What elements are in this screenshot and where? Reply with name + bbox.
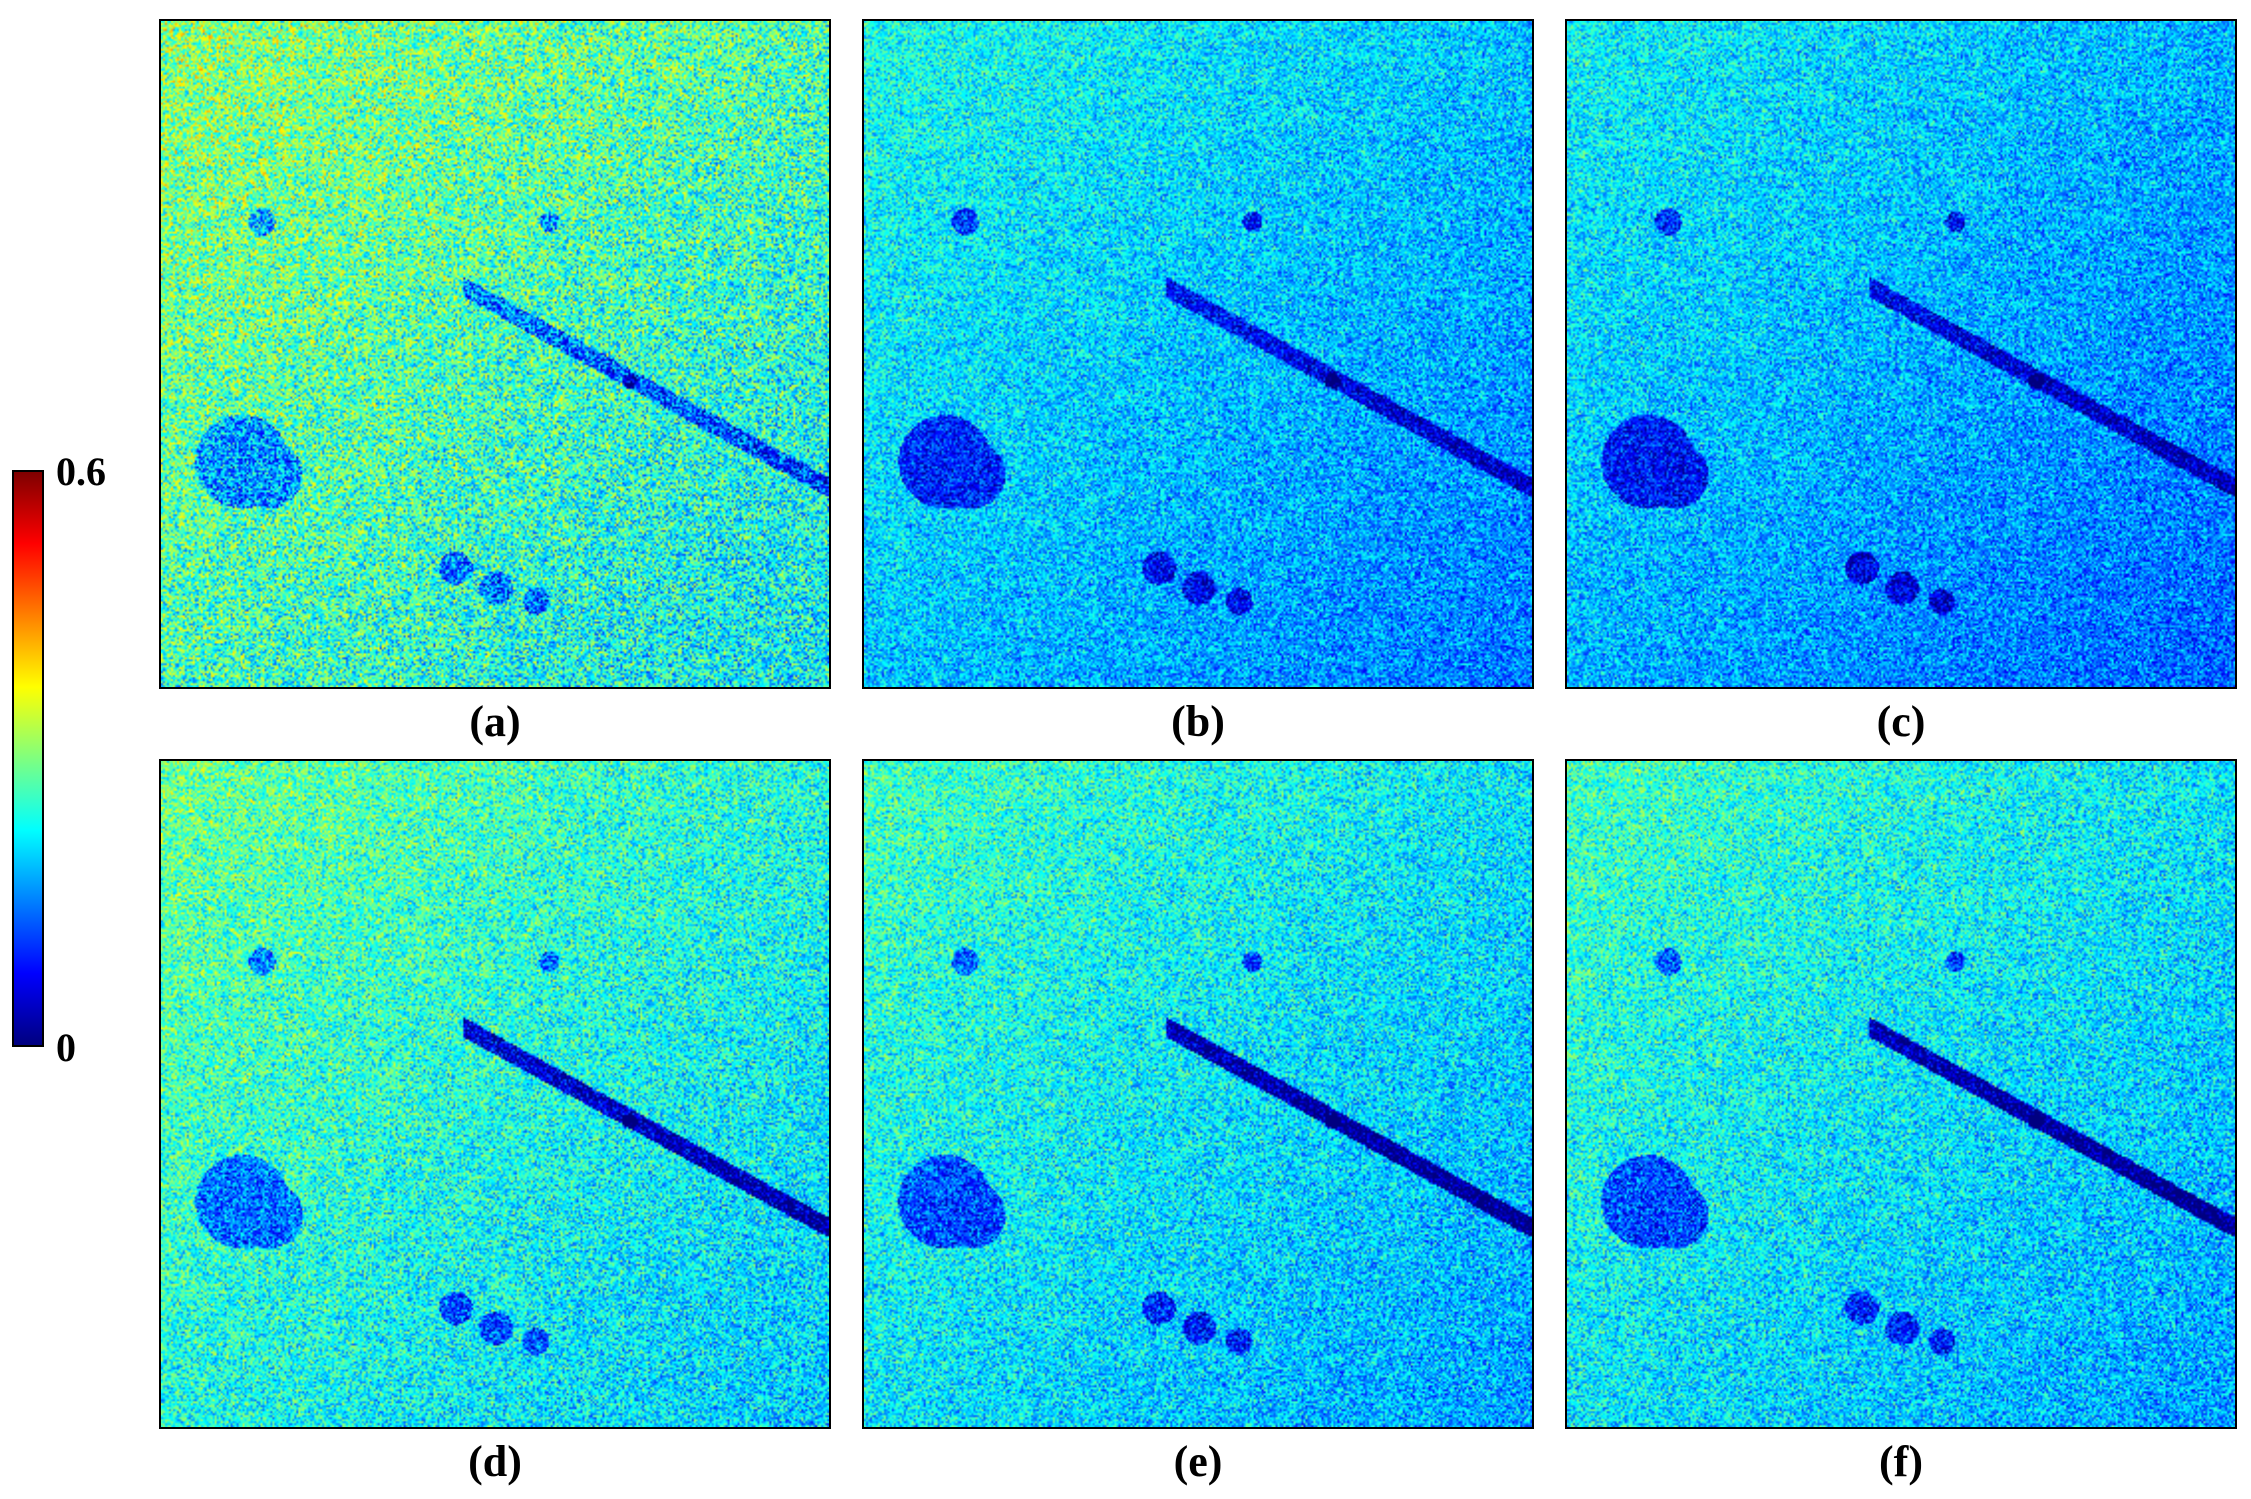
panel-b-image (862, 19, 1534, 689)
panel-b-caption: (b) (1171, 697, 1225, 746)
colorbar (12, 470, 44, 1047)
panel-e-image (862, 759, 1534, 1429)
panel-a-caption: (a) (469, 697, 521, 746)
panel-f-image (1565, 759, 2237, 1429)
panel-d-image (159, 759, 831, 1429)
panel-e-caption: (e) (1173, 1437, 1223, 1486)
panel-c-caption: (c) (1876, 697, 1926, 746)
panel-a-image (159, 19, 831, 689)
colorbar-min-label: 0 (56, 1025, 76, 1070)
panel-c-image (1565, 19, 2237, 689)
panel-d-caption: (d) (468, 1437, 522, 1486)
colorbar-max-label: 0.6 (56, 449, 106, 494)
panel-f-caption: (f) (1879, 1437, 1923, 1486)
